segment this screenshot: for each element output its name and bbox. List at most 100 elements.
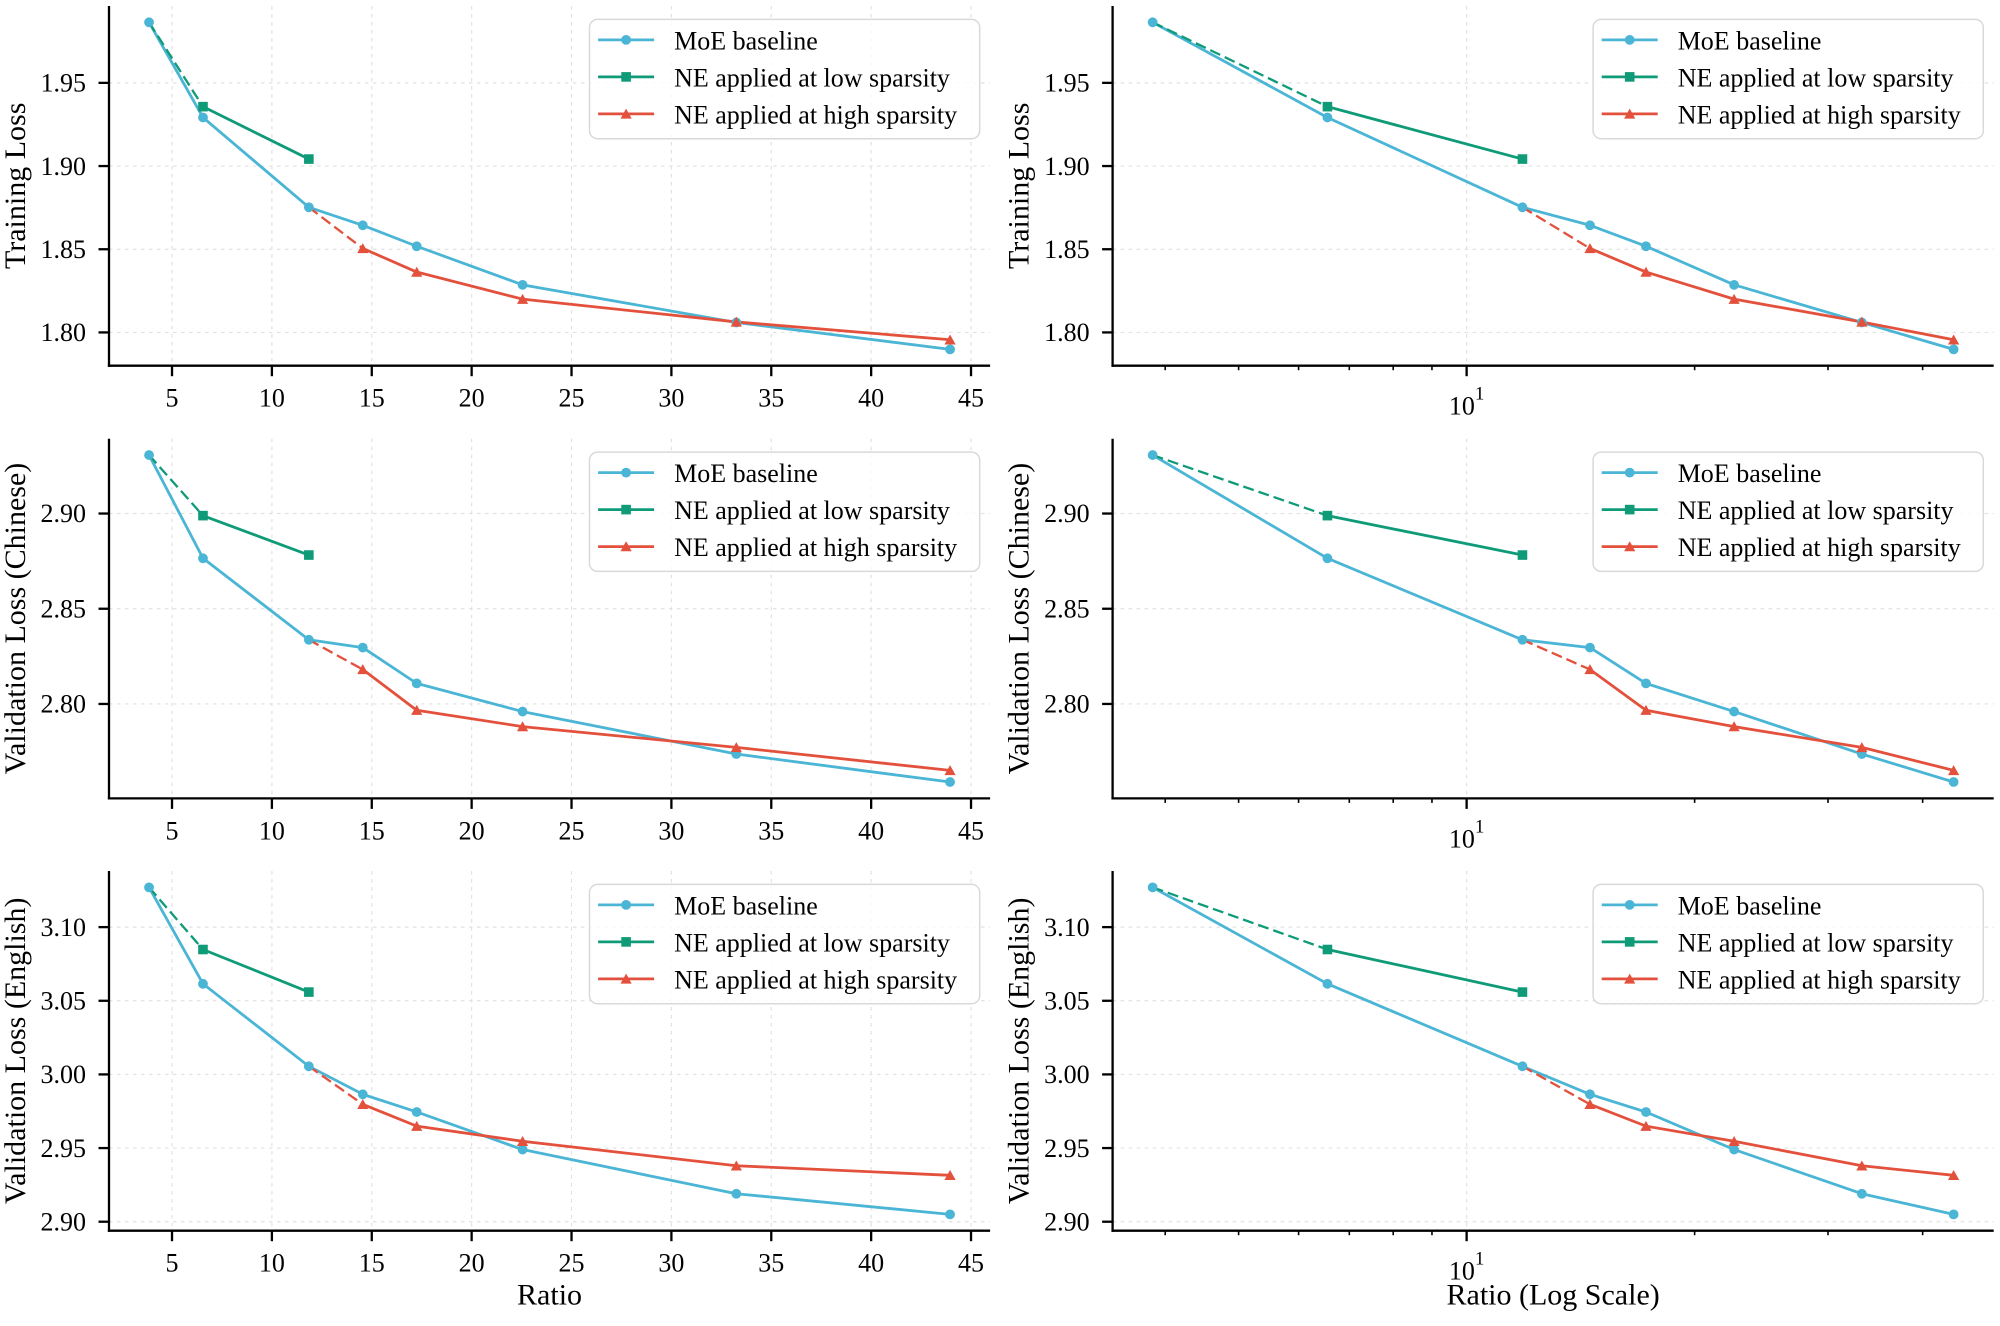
y-tick-label: 2.90: [41, 499, 87, 528]
legend: MoE baseline NE applied at low sparsity NE…: [588, 18, 981, 140]
data-point-circle: [1517, 634, 1528, 645]
legend-box: [588, 451, 981, 573]
data-point-circle: [621, 900, 631, 910]
legend: MoE baseline NE applied at low sparsity NE…: [1592, 451, 1985, 573]
data-point-circle: [411, 1107, 422, 1117]
data-point-triangle: [1856, 742, 1868, 753]
data-point-square: [621, 937, 631, 947]
data-point-circle: [1147, 450, 1158, 460]
x-tick-label: 20: [459, 816, 485, 845]
data-point-circle: [945, 1209, 955, 1220]
series-line: [1151, 20, 1956, 351]
data-point-square: [1322, 944, 1333, 955]
data-point-square: [304, 987, 314, 997]
data-point-circle: [1322, 553, 1333, 564]
data-point-circle: [1948, 344, 1959, 355]
legend-entry-label: NE applied at high sparsity: [1678, 100, 1961, 129]
series-line: [147, 453, 952, 784]
data-point-square: [198, 101, 208, 112]
data-point-circle: [1517, 1061, 1528, 1072]
data-point-triangle: [357, 664, 369, 675]
series-lead-in-dashed: [1521, 206, 1591, 250]
data-point-triangle: [1584, 664, 1596, 675]
series-lead-in-dashed: [308, 638, 364, 671]
data-point-triangle: [944, 334, 956, 345]
data-point-triangle: [1856, 1160, 1868, 1171]
subplot-r2-c1: 2.90 2.95 3.00 3.05 3.10 101 Validation Loss (…: [1003, 871, 1994, 1312]
y-tick-label: 2.90: [1044, 499, 1090, 528]
data-point-triangle: [357, 243, 369, 254]
data-point-triangle: [1728, 721, 1740, 732]
x-tick-label: 5: [166, 1249, 179, 1278]
series-line: [1151, 885, 1956, 1216]
data-point-circle: [1322, 978, 1333, 989]
x-tick-label: 20: [459, 1249, 485, 1278]
legend-entry-label: MoE baseline: [1678, 26, 1822, 55]
data-point-triangle: [1856, 316, 1868, 327]
subplot-r2-c0: 2.90 2.95 3.00 3.05 3.10 5 10 15 20 25 30 35 40 45 Val…: [0, 871, 991, 1312]
data-point-triangle: [620, 973, 632, 984]
series-line: [1326, 514, 1524, 557]
data-point-triangle: [411, 266, 423, 277]
data-point-circle: [517, 1144, 528, 1155]
data-point-triangle: [1640, 1120, 1652, 1131]
data-point-triangle: [1624, 108, 1636, 119]
data-point-square: [1624, 504, 1635, 515]
data-point-triangle: [1640, 266, 1652, 277]
legend: MoE baseline NE applied at low sparsity NE…: [1592, 883, 1985, 1005]
y-tick-label: 1.85: [41, 235, 87, 264]
x-tick-label: 40: [858, 384, 884, 413]
data-point-circle: [1147, 882, 1158, 893]
y-tick-label: 3.05: [41, 986, 87, 1015]
y-tick-label: 2.80: [41, 690, 87, 719]
y-axis-label: Training Loss: [1003, 103, 1036, 269]
y-tick-label: 2.90: [41, 1207, 87, 1236]
legend-entry-label: NE applied at low sparsity: [674, 928, 950, 957]
y-axis-label: Training Loss: [0, 103, 32, 269]
series-lead-in-dashed: [308, 1065, 364, 1106]
legend-box: [588, 18, 981, 140]
data-point-circle: [621, 35, 631, 45]
data-point-square: [1517, 987, 1528, 997]
y-axis-label: Validation Loss (English): [0, 898, 32, 1205]
y-tick-label: 3.05: [1044, 986, 1090, 1015]
data-point-square: [304, 154, 314, 164]
legend-entry-label: NE applied at high sparsity: [674, 100, 957, 129]
x-tick-label: 30: [658, 1249, 684, 1278]
data-point-circle: [517, 706, 528, 717]
data-point-circle: [1585, 1089, 1595, 1100]
data-point-circle: [731, 1188, 742, 1199]
data-point-triangle: [516, 721, 529, 732]
data-point-triangle: [1624, 973, 1636, 984]
data-point-circle: [411, 678, 422, 689]
x-tick-label: 15: [359, 384, 385, 413]
data-point-circle: [144, 882, 154, 893]
y-tick-label: 2.90: [1044, 1207, 1090, 1236]
subplot-r1-c1: 2.80 2.85 2.90 101 Validation Loss (Chinese)…: [1003, 438, 1994, 853]
y-tick-label: 3.00: [41, 1060, 87, 1089]
x-tick-label: 25: [559, 1249, 585, 1278]
data-point-circle: [303, 202, 314, 213]
data-point-circle: [945, 344, 955, 355]
data-point-triangle: [944, 765, 956, 776]
data-point-triangle: [1728, 293, 1740, 304]
x-tick-label: 10: [259, 816, 285, 845]
data-point-circle: [198, 553, 208, 564]
data-point-square: [621, 72, 631, 82]
data-point-circle: [1641, 241, 1651, 252]
y-axis-label: Validation Loss (English): [1003, 898, 1036, 1205]
legend-entry-label: NE applied at low sparsity: [1678, 63, 1954, 92]
series-lead-in-dashed: [148, 886, 204, 951]
x-tick-label: 5: [166, 384, 179, 413]
data-point-circle: [1585, 642, 1595, 653]
data-point-triangle: [730, 316, 742, 327]
x-tick-label: 10: [259, 1249, 285, 1278]
series-line: [1326, 105, 1524, 161]
legend-entry-label: NE applied at low sparsity: [1678, 496, 1954, 525]
x-tick-label: 25: [559, 816, 585, 845]
data-point-circle: [357, 220, 368, 231]
data-point-circle: [357, 642, 368, 653]
data-point-triangle: [1640, 704, 1652, 715]
y-tick-label: 2.95: [41, 1134, 87, 1163]
